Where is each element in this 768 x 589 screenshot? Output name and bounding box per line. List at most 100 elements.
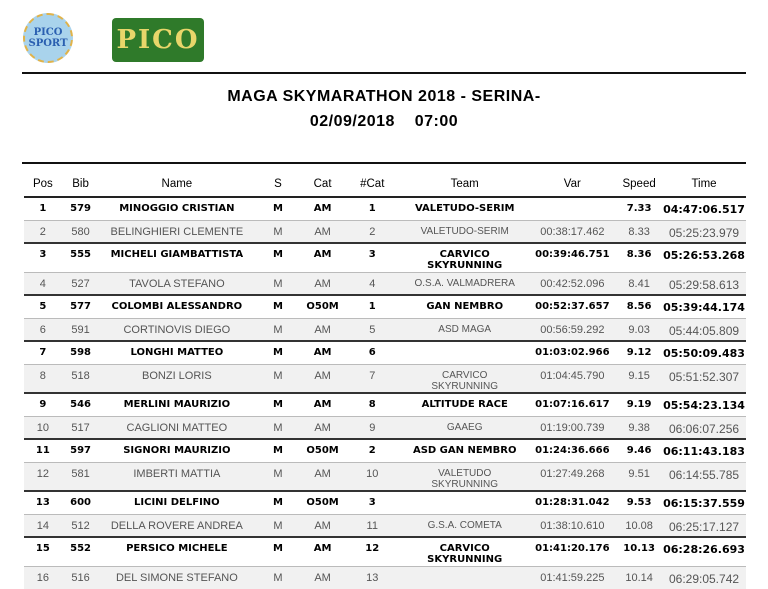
cell-bib: 597 — [70, 445, 92, 456]
cell-var: 00:56:59.292 — [528, 317, 617, 341]
cell-speed: 10.08 — [616, 513, 663, 537]
cell-bib: 600 — [70, 497, 92, 508]
cell-team: ASD GAN NEMBRO — [412, 445, 517, 456]
cell-bib: 552 — [70, 543, 92, 554]
cell-pos: 5 — [39, 301, 47, 312]
cell-pos: 10 — [24, 415, 62, 439]
cell-s: M — [254, 565, 302, 589]
cell-s: M — [254, 415, 302, 439]
cell-pos: 13 — [35, 497, 50, 508]
column-header-cat: Cat — [301, 172, 344, 198]
cell-bib: 546 — [70, 399, 92, 410]
table-row: 16 516 DEL SIMONE STEFANO M AM 13 01:41:59.225… — [24, 565, 746, 589]
cell-pos: 3 — [39, 249, 47, 260]
pico-sport-logo: PICO SPORT — [23, 13, 73, 63]
cell-cat: AM — [301, 565, 344, 589]
cell-s: M — [272, 347, 283, 358]
cell-speed: 10.13 — [623, 543, 655, 554]
cell-var: 01:04:45.790 — [528, 363, 617, 393]
cell-s: M — [272, 497, 283, 508]
cell-time: 06:28:26.693 — [663, 543, 745, 556]
cell-var: 00:42:52.096 — [528, 271, 617, 295]
cell-team: GAN NEMBRO — [426, 301, 504, 312]
cell-s: M — [254, 317, 302, 341]
cell-s: M — [272, 445, 283, 456]
cell-ncat: 5 — [343, 317, 401, 341]
cell-name: CORTINOVIS DIEGO — [99, 317, 255, 341]
cell-speed: 9.46 — [626, 445, 652, 456]
cell-bib: 518 — [61, 363, 100, 393]
cell-ncat: 11 — [343, 513, 401, 537]
cell-bib: 591 — [61, 317, 100, 341]
pico-club-logo: PICO — [112, 18, 204, 62]
cell-time: 06:06:07.256 — [662, 415, 746, 439]
cell-name: DELLA ROVERE ANDREA — [99, 513, 255, 537]
column-header-ncat: #Cat — [343, 172, 401, 198]
cell-ncat: 1 — [368, 203, 376, 214]
cell-name: BONZI LORIS — [99, 363, 255, 393]
cell-cat: AM — [301, 317, 344, 341]
cell-ncat: 7 — [343, 363, 401, 393]
cell-time: 06:29:05.742 — [662, 565, 746, 589]
cell-s: M — [254, 363, 302, 393]
cell-cat: AM — [313, 203, 332, 214]
cell-time: 06:15:37.559 — [663, 497, 745, 510]
table-row: 15 552 PERSICO MICHELE M AM 12 CARVICO SKYRUNN… — [24, 537, 746, 566]
page-title: MAGA SKYMARATHON 2018 - SERINA- — [227, 88, 541, 105]
cell-bib: 555 — [70, 249, 92, 260]
cell-bib: 579 — [70, 203, 92, 214]
cell-cat: AM — [301, 513, 344, 537]
cell-name: MERLINI MAURIZIO — [123, 399, 231, 410]
cell-team: ALTITUDE RACE — [421, 399, 508, 410]
cell-var: 01:03:02.966 — [535, 347, 610, 358]
cell-time: 05:50:09.483 — [663, 347, 745, 360]
table-row: 12 581 IMBERTI MATTIA M AM 10 VALETUDO SKYRUNN… — [24, 461, 746, 491]
table-row: 7 598 LONGHI MATTEO M AM 6 01:03:02.966 9.12 05:… — [24, 341, 746, 364]
cell-bib: 577 — [70, 301, 92, 312]
cell-pos: 11 — [35, 445, 50, 456]
cell-speed: 8.33 — [616, 219, 663, 243]
cell-bib: 527 — [61, 271, 100, 295]
table-row: 10 517 CAGLIONI MATTEO M AM 9 GAAEG 01:19:00.73… — [24, 415, 746, 439]
cell-team — [401, 341, 528, 364]
cell-cat: AM — [301, 415, 344, 439]
cell-pos: 6 — [24, 317, 62, 341]
cell-ncat: 12 — [365, 543, 380, 554]
cell-team — [400, 565, 529, 589]
cell-time: 05:44:05.809 — [662, 317, 746, 341]
cell-cat: AM — [313, 249, 332, 260]
column-header-team: Team — [400, 172, 529, 198]
column-header-speed: Speed — [616, 172, 663, 198]
cell-cat: O50M — [306, 301, 339, 312]
table-row: 4 527 TAVOLA STEFANO M AM 4 O.S.A. VALMADRERA 0… — [24, 271, 746, 295]
table-header: Pos Bib Name S Cat #Cat Team Var Speed Time — [24, 172, 746, 198]
cell-pos: 2 — [24, 219, 62, 243]
cell-name: DEL SIMONE STEFANO — [99, 565, 255, 589]
cell-var: 01:38:10.610 — [528, 513, 617, 537]
cell-name: MINOGGIO CRISTIAN — [119, 203, 235, 214]
cell-var: 01:27:49.268 — [528, 461, 617, 491]
cell-s: M — [272, 399, 283, 410]
cell-cat: AM — [313, 543, 332, 554]
table-row: 2 580 BELINGHIERI CLEMENTE M AM 2 VALETUDO-SER… — [24, 219, 746, 243]
cell-speed: 8.41 — [616, 271, 663, 295]
cell-ncat: 6 — [368, 347, 376, 358]
cell-bib: 516 — [61, 565, 100, 589]
cell-speed: 9.51 — [616, 461, 663, 491]
cell-cat: AM — [313, 347, 332, 358]
cell-team — [401, 491, 528, 514]
cell-name: CAGLIONI MATTEO — [99, 415, 255, 439]
cell-var — [528, 197, 616, 220]
cell-time: 05:39:44.174 — [663, 301, 745, 314]
cell-speed: 9.12 — [626, 347, 652, 358]
cell-pos: 9 — [39, 399, 47, 410]
cell-time: 04:47:06.517 — [663, 203, 745, 216]
cell-ncat: 1 — [368, 301, 376, 312]
cell-team: O.S.A. VALMADRERA — [400, 271, 529, 295]
cell-name: LICINI DELFINO — [134, 497, 220, 508]
cell-name: SIGNORI MAURIZIO — [123, 445, 231, 456]
cell-ncat: 9 — [343, 415, 401, 439]
cell-ncat: 3 — [368, 497, 376, 508]
cell-time: 05:29:58.613 — [662, 271, 746, 295]
cell-cat: AM — [301, 363, 344, 393]
